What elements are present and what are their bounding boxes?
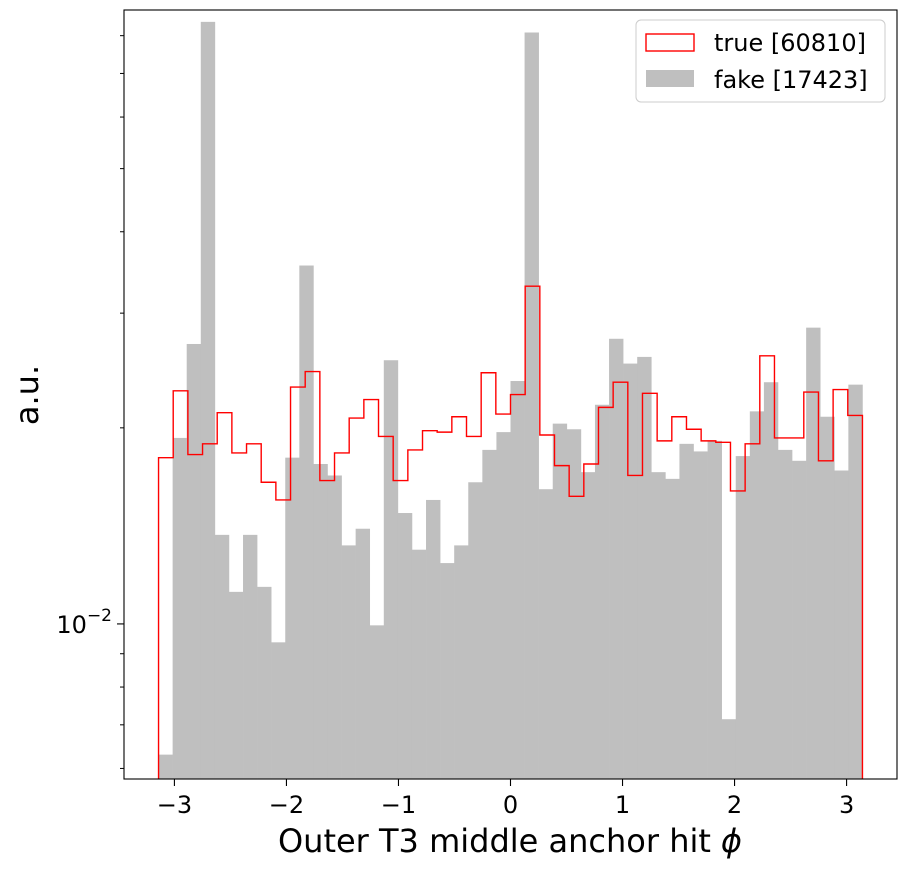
fake-bar bbox=[426, 499, 441, 779]
x-axis-label: Outer T3 middle anchor hit ϕ bbox=[278, 822, 742, 860]
legend: true [60810] fake [17423] bbox=[635, 19, 886, 103]
x-tick-label: −2 bbox=[269, 791, 304, 819]
x-tick-label: 2 bbox=[727, 791, 742, 819]
x-tick-label: 1 bbox=[615, 791, 630, 819]
fake-bar bbox=[580, 472, 596, 779]
fake-bar bbox=[158, 754, 173, 779]
fake-bar bbox=[468, 482, 483, 779]
fake-bar bbox=[524, 32, 539, 779]
fake-bar bbox=[257, 586, 272, 779]
fake-bar bbox=[454, 545, 469, 779]
x-tick-label: −3 bbox=[157, 791, 192, 819]
fake-bar bbox=[820, 416, 835, 779]
fake-bar bbox=[806, 327, 821, 779]
fake-bar bbox=[679, 443, 694, 779]
fake-histogram-bars bbox=[158, 21, 863, 780]
fake-bar bbox=[299, 265, 314, 780]
fake-bar bbox=[834, 470, 849, 779]
legend-swatch-true bbox=[645, 33, 695, 52]
fake-bar bbox=[369, 625, 385, 779]
fake-bar bbox=[243, 534, 258, 779]
fake-bar bbox=[566, 429, 582, 779]
fake-bar bbox=[285, 457, 300, 779]
fake-bar bbox=[594, 404, 610, 779]
fake-bar bbox=[271, 642, 286, 779]
fake-bar bbox=[327, 475, 342, 779]
legend-box bbox=[635, 19, 886, 103]
y-tick-label: 10−2 bbox=[56, 606, 112, 639]
fake-bar bbox=[777, 449, 793, 779]
fake-bar bbox=[792, 460, 807, 779]
fake-bar bbox=[228, 591, 244, 779]
x-tick-label: 3 bbox=[839, 791, 854, 819]
fake-bar bbox=[552, 423, 568, 779]
fake-bar bbox=[313, 464, 328, 779]
fake-bar bbox=[482, 449, 497, 779]
fake-bar bbox=[749, 411, 765, 779]
fake-bar bbox=[341, 545, 356, 779]
fake-bar bbox=[651, 472, 666, 779]
fake-bar bbox=[383, 360, 399, 779]
y-axis-ticks: 10−2 bbox=[56, 35, 124, 769]
fake-bar bbox=[707, 440, 722, 779]
fake-bar bbox=[763, 382, 779, 779]
y-axis-label: a.u. bbox=[8, 365, 46, 425]
fake-bar bbox=[637, 356, 652, 779]
legend-label-true: true [60810] bbox=[714, 29, 866, 57]
fake-bar bbox=[172, 437, 188, 779]
fake-bar bbox=[693, 451, 708, 779]
fake-bar bbox=[440, 563, 455, 779]
fake-bar bbox=[186, 343, 202, 779]
fake-bar bbox=[200, 21, 216, 780]
x-axis-label-text: Outer T3 middle anchor hit bbox=[278, 822, 711, 860]
x-axis-ticks: −3 −2 −1 0 1 2 3 bbox=[157, 779, 854, 819]
fake-bar bbox=[510, 381, 525, 779]
fake-bar bbox=[496, 432, 511, 779]
true-histogram-step-line bbox=[157, 285, 864, 779]
x-tick-label: 0 bbox=[503, 791, 518, 819]
fake-bar bbox=[538, 489, 554, 779]
fake-bar bbox=[848, 384, 863, 779]
fake-bar bbox=[411, 549, 427, 779]
legend-swatch-fake bbox=[646, 70, 694, 87]
fake-bar bbox=[623, 363, 638, 779]
fake-bar bbox=[721, 719, 737, 779]
x-tick-label: −1 bbox=[381, 791, 416, 819]
fake-bar bbox=[397, 513, 413, 779]
fake-bar bbox=[214, 534, 230, 779]
fake-bar bbox=[665, 478, 680, 779]
legend-label-fake: fake [17423] bbox=[714, 66, 868, 94]
fake-bar bbox=[355, 528, 371, 779]
x-axis-label-symbol: ϕ bbox=[721, 822, 742, 860]
fake-bar bbox=[609, 338, 624, 779]
fake-bar bbox=[735, 456, 751, 779]
